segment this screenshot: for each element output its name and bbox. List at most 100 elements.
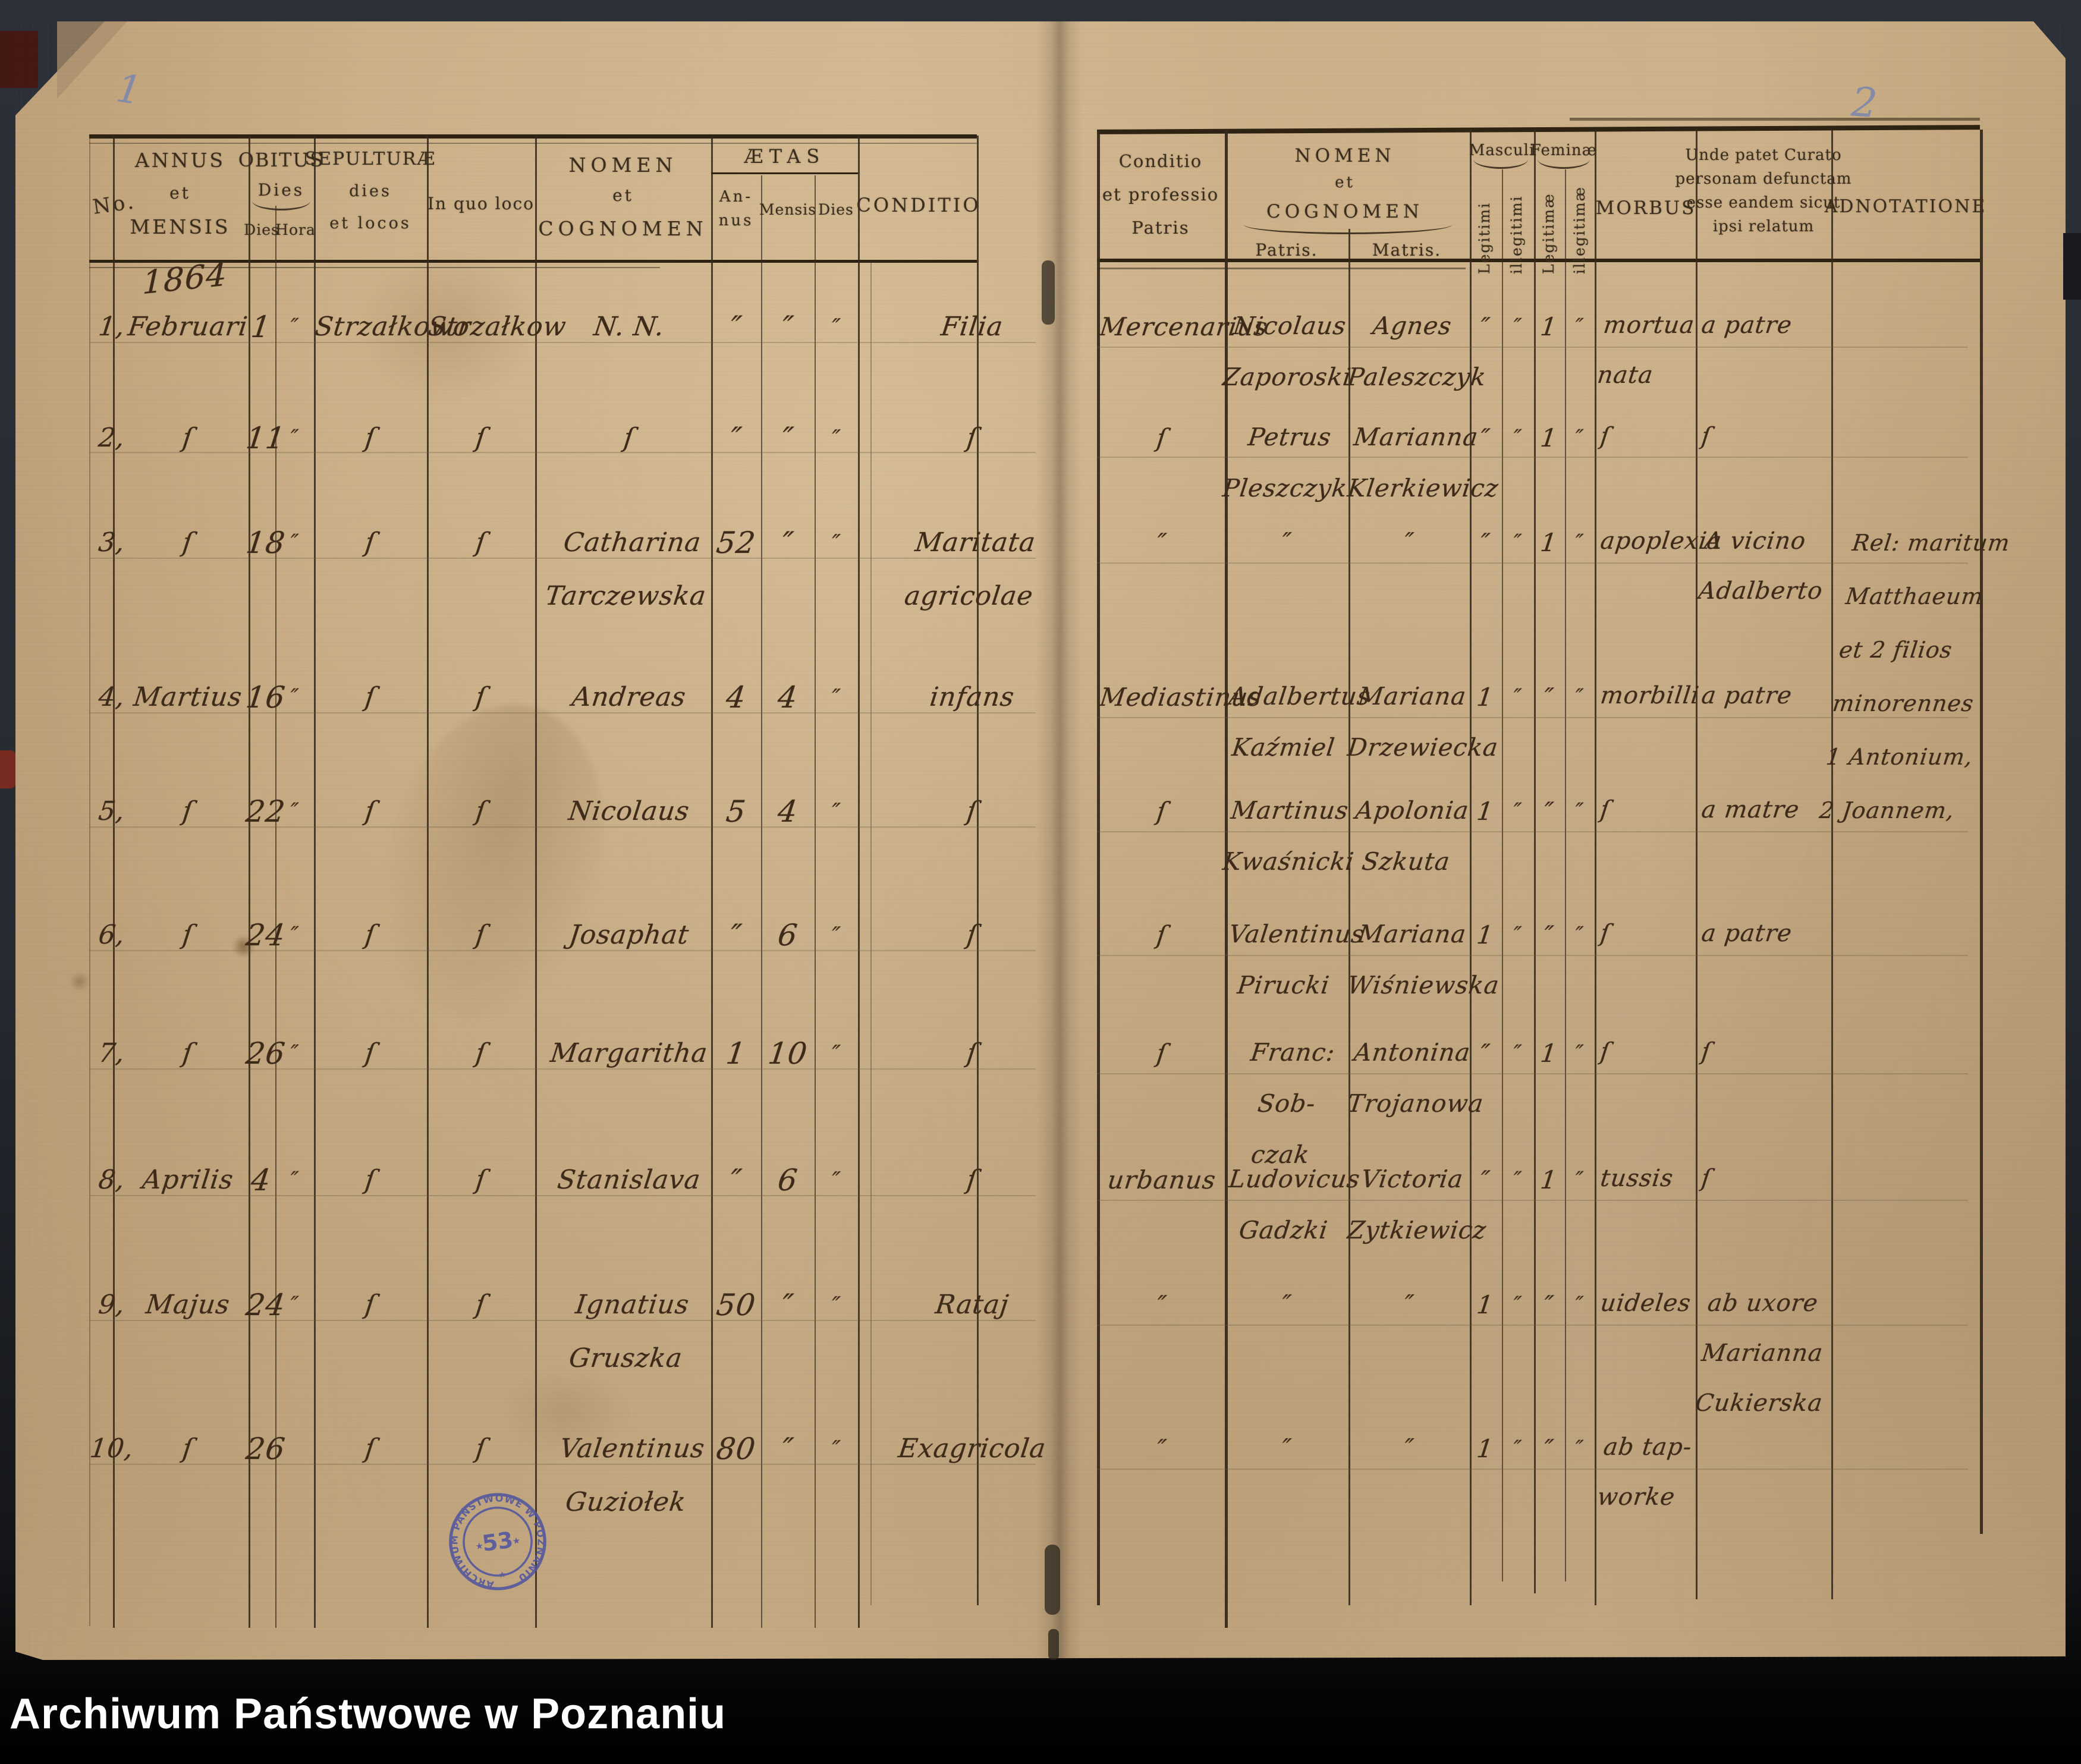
column-rule <box>1097 130 1100 1605</box>
register-row: 10, ſ 26 ſ ſ Valentinus Guziołek 80 ″ ″ … <box>0 1422 2081 1517</box>
register-row: 3, ſ 18 ″ ſ ſ Catharina Tarczewska 52 ″ … <box>0 516 2081 823</box>
header-nomen: NOMEN <box>568 153 678 177</box>
cell-pater: Valentinus Pirucki <box>1227 920 1366 999</box>
pencil-rule <box>89 558 1036 559</box>
cell-dies: ″ <box>829 798 843 825</box>
cell-pater: Petrus Pleszczyk <box>1221 423 1349 502</box>
header-mensis: MENSIS <box>130 215 231 238</box>
cell-hora: ″ <box>288 1293 300 1317</box>
cell-sepulturae: Strzałkowo <box>313 312 472 342</box>
pencil-rule <box>89 712 1036 713</box>
cell-in-quo-loco: ſ <box>474 1433 488 1464</box>
cell-menses: 4 <box>776 794 800 829</box>
cell-in-quo-loco: ſ <box>474 1038 488 1068</box>
cell-unde: a patre <box>1700 312 1794 339</box>
cell-mensis: Martius <box>131 682 244 712</box>
column-rule <box>427 136 429 1628</box>
cell-annus: ″ <box>728 421 744 455</box>
cell-in-quo-loco: ſ <box>474 1290 488 1320</box>
cell-conditio-patris: ſ <box>1155 797 1169 826</box>
cell-masc-leg: 1 <box>1475 683 1495 712</box>
header-annus: ANNUS <box>135 149 225 172</box>
cell-conditio-patris: ſ <box>1155 423 1169 452</box>
cell-menses: 6 <box>776 918 800 952</box>
cell-dies: ″ <box>829 1167 843 1193</box>
cell-masc-illeg: ″ <box>1511 685 1523 709</box>
header-r-nomen-et: et <box>1335 174 1355 191</box>
pencil-rule <box>1097 1200 1968 1201</box>
cell-masc-illeg: ″ <box>1511 530 1523 555</box>
cell-dies: ″ <box>829 530 843 556</box>
cell-mensis: Majus <box>144 1290 232 1320</box>
header-bottom-border-right-ghost <box>1097 268 1466 269</box>
header-conditio: CONDITIO <box>856 194 981 216</box>
cell-mensis: ſ <box>181 527 195 558</box>
column-rule <box>761 175 762 1628</box>
column-rule <box>1595 130 1596 1605</box>
cell-hora: ″ <box>288 426 300 450</box>
cell-masc-leg: ″ <box>1478 312 1492 341</box>
header-masculi: Masculi <box>1469 142 1535 159</box>
scan-artifact-right-notch <box>2063 233 2081 300</box>
cell-menses: ″ <box>779 1288 796 1322</box>
cell-masc-illeg: ″ <box>1511 799 1523 823</box>
cell-hora: ″ <box>288 685 300 709</box>
column-rule <box>1980 130 1983 1534</box>
cell-masc-leg: ″ <box>1478 1039 1492 1068</box>
cell-mensis: ſ <box>181 1433 195 1464</box>
cell-menses: 6 <box>776 1163 800 1197</box>
header-annus-et: et <box>169 183 191 203</box>
cell-unde: ſ <box>1700 1165 1713 1192</box>
header-aetas-mensis: Mensis <box>759 201 817 218</box>
pencil-rule <box>89 1320 1036 1321</box>
cell-mater: ″ <box>1402 1290 1416 1318</box>
header-bottom-border-left-ghost <box>89 267 660 268</box>
header-legitimi: Legitimi <box>1476 202 1493 274</box>
header-legitimae: Legitimæ <box>1540 193 1557 274</box>
cell-unde: a patre <box>1700 682 1794 709</box>
cell-hora: ″ <box>288 530 300 555</box>
cell-nomen: ſ <box>622 423 636 453</box>
header-unde-1: Unde patet Curato <box>1685 146 1842 164</box>
cell-sepulturae: ſ <box>363 423 378 453</box>
cell-sepulturae: ſ <box>363 682 378 712</box>
cell-conditio: Rataj <box>933 1290 1011 1320</box>
archive-stamp-icon: ARCHIWUM PAŃSTWOWE W POZNANIU 53 ★ ★ ★ <box>442 1486 553 1596</box>
pencil-rule <box>89 826 1036 828</box>
register-row: 5, ſ 22 ″ ſ ſ Nicolaus 5 4 ″ ſ ſ Martinu… <box>0 785 2081 876</box>
cell-conditio-patris: Mercenarius <box>1098 312 1269 341</box>
cell-in-quo-loco: ſ <box>474 527 488 558</box>
cell-mensis: Februari <box>126 312 250 342</box>
cell-mater: ″ <box>1402 1433 1416 1462</box>
cell-dies: ″ <box>829 1292 843 1318</box>
foxing-spot <box>70 971 89 992</box>
column-rule <box>1470 130 1472 1605</box>
cell-mater: Mariana Wiśniewska <box>1346 920 1501 999</box>
cell-nomen: Stanislava <box>555 1165 703 1195</box>
cell-masc-leg: 1 <box>1475 920 1495 949</box>
foxing-spot <box>233 935 254 958</box>
cell-sepulturae: ſ <box>363 1038 378 1068</box>
header-obitus-dies: Dies <box>257 180 305 200</box>
cell-sepulturae: ſ <box>363 1433 378 1464</box>
pencil-rule <box>1097 1073 1968 1074</box>
column-rule <box>1565 169 1566 1581</box>
cell-conditio-patris: Mediastinus <box>1098 683 1263 712</box>
cell-masc-illeg: ″ <box>1511 426 1523 450</box>
register-row: 1, Februari 1 ″ Strzałkowo Strzałkow N. … <box>0 300 2081 391</box>
header-sub-hora: Hora <box>275 221 316 238</box>
cell-pater: Martinus Kwaśnicki <box>1221 796 1356 876</box>
cell-menses: 4 <box>776 680 800 715</box>
table-top-border-left <box>89 134 977 139</box>
column-rule <box>275 206 276 1628</box>
cell-in-quo-loco: ſ <box>474 796 488 826</box>
cell-dies: ″ <box>829 314 843 340</box>
cell-annus: 52 <box>714 526 758 560</box>
stamp-number: 53 <box>480 1526 514 1557</box>
table-top-border-right-ghost <box>1570 118 1980 121</box>
cell-nomen: Nicolaus <box>567 796 691 826</box>
cell-conditio-patris: urbanus <box>1106 1165 1218 1194</box>
cell-in-quo-loco: ſ <box>474 1165 488 1195</box>
header-illegitimae: illegitimæ <box>1571 185 1588 274</box>
cell-mensis: ſ <box>181 1038 195 1068</box>
